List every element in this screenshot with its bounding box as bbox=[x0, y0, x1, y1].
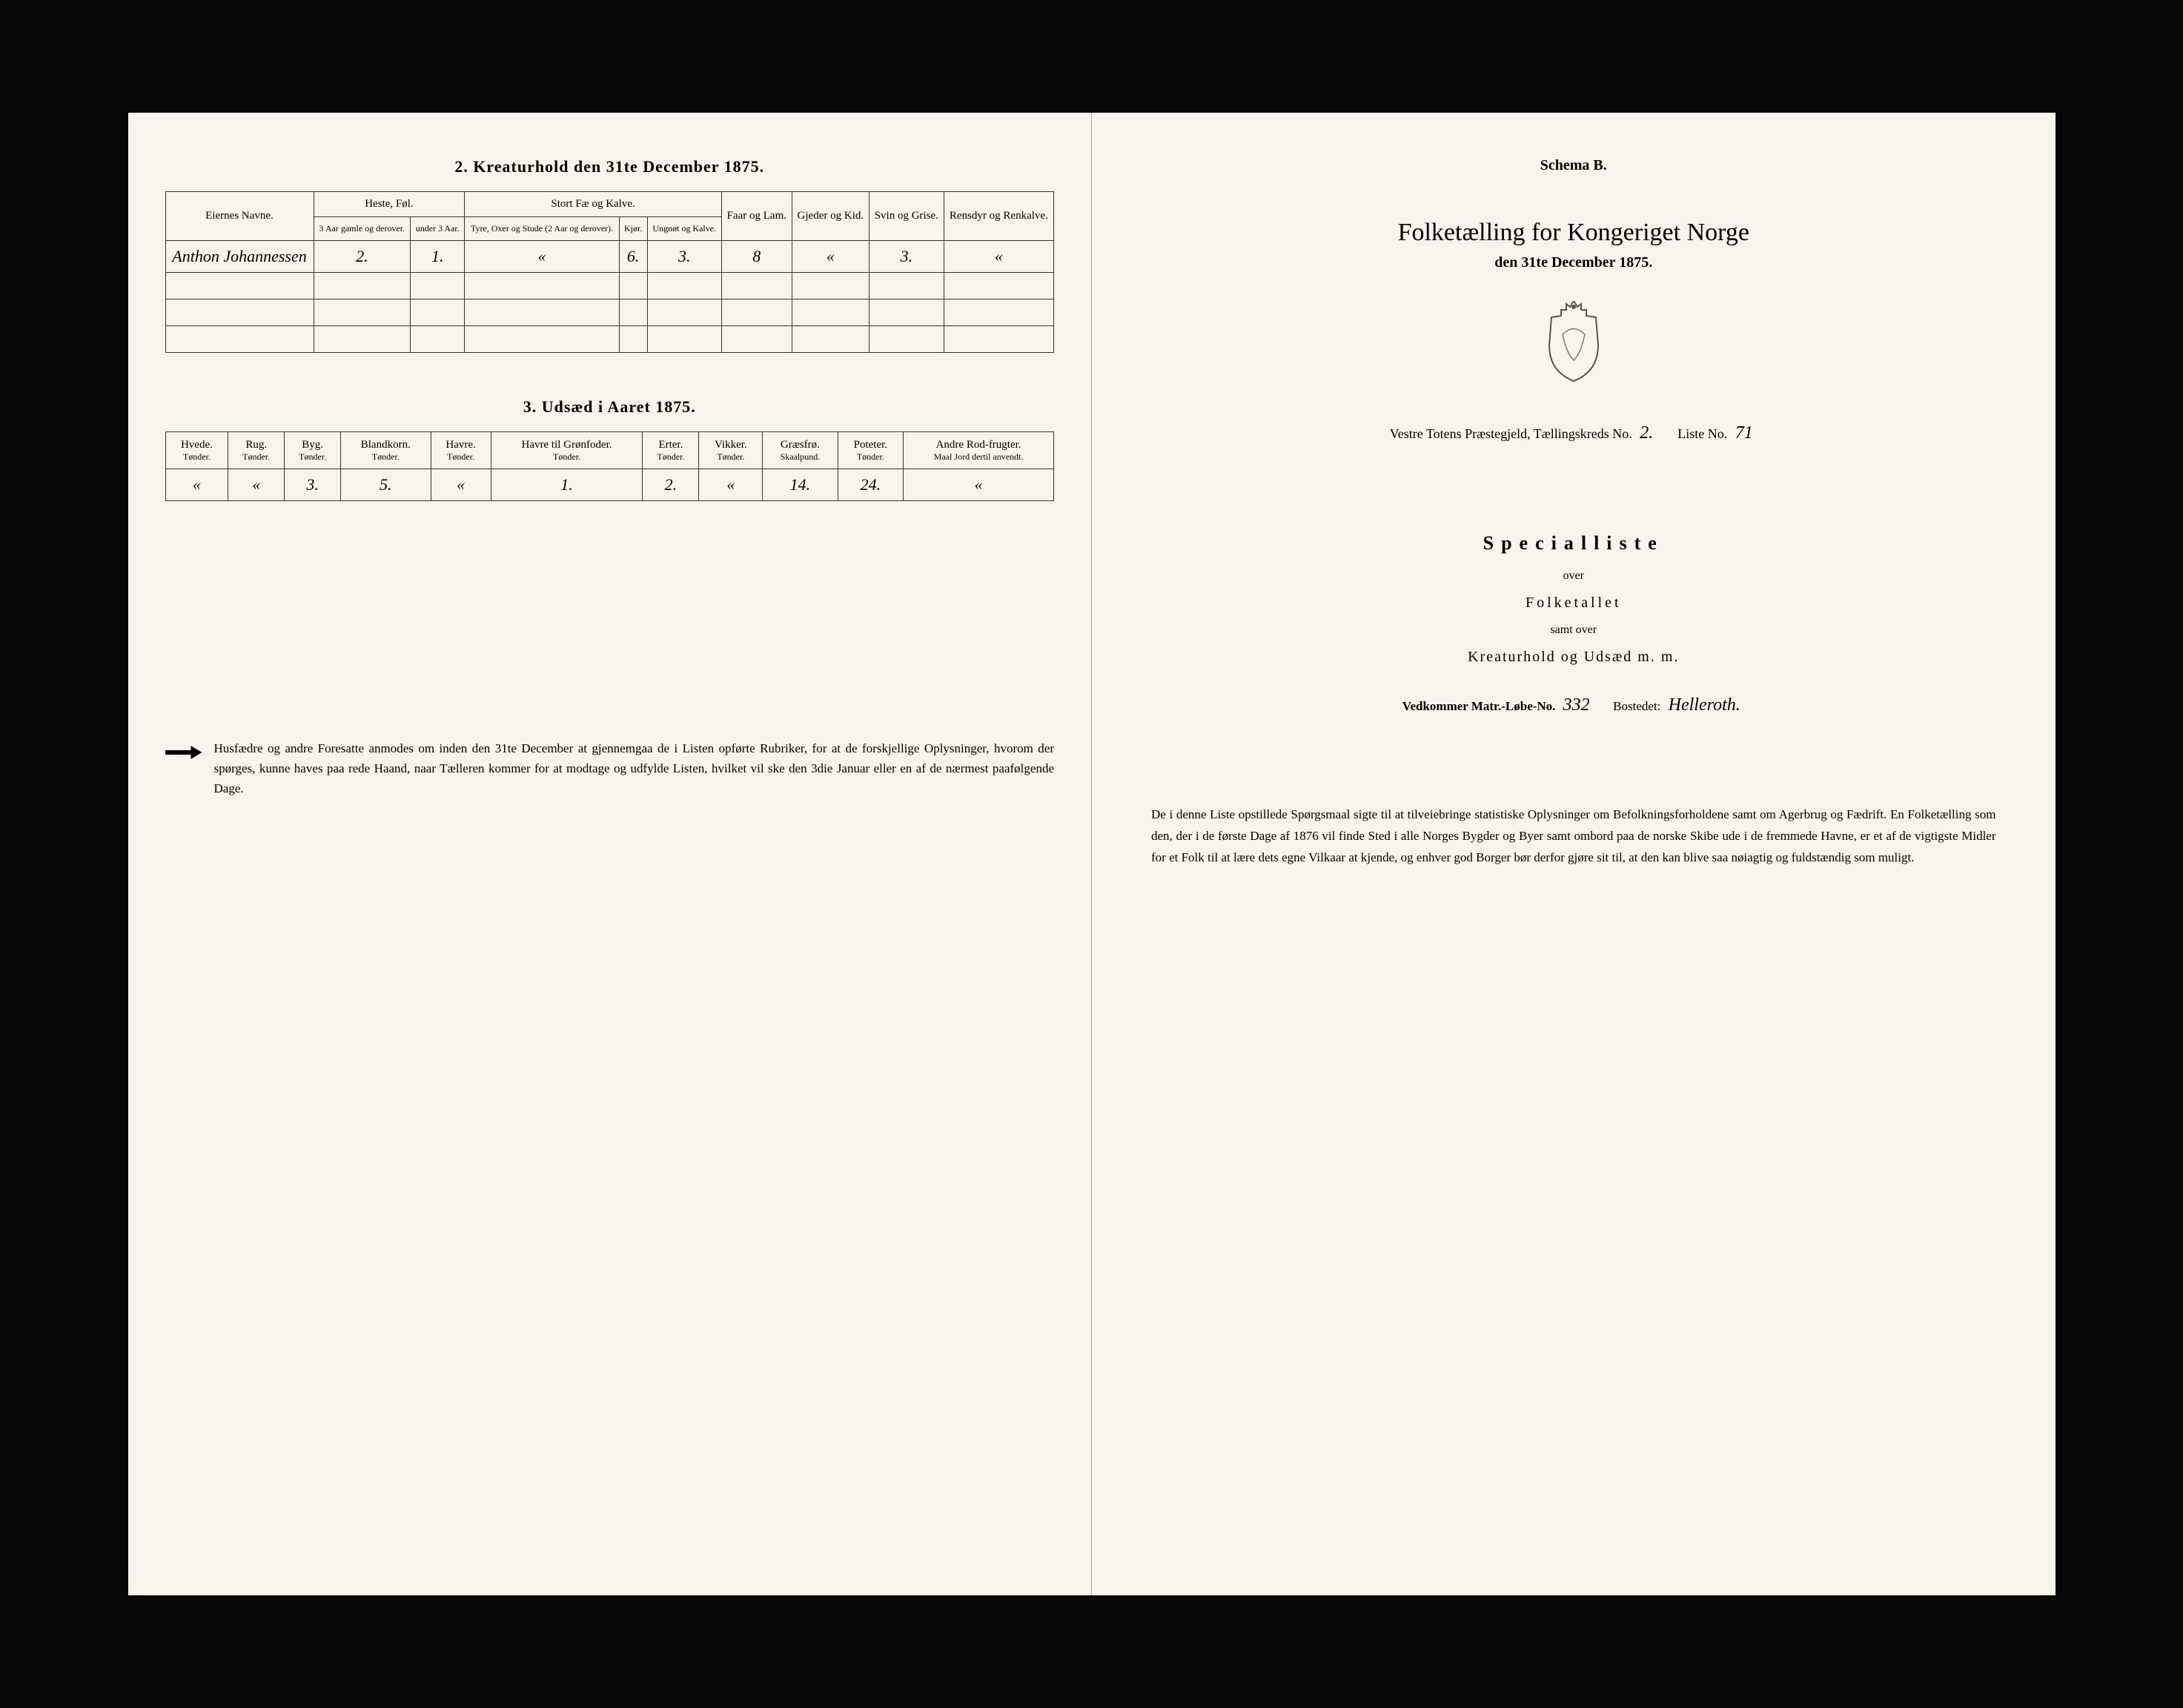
cell: 8 bbox=[721, 241, 792, 273]
th-havre: Havre.Tønder. bbox=[431, 432, 491, 469]
pointing-hand-icon bbox=[165, 741, 202, 764]
main-title: Folketælling for Kongeriget Norge bbox=[1129, 219, 2018, 247]
th-byg: Byg.Tønder. bbox=[285, 432, 341, 469]
left-footnote: Husfædre og andre Foresatte anmodes om i… bbox=[165, 738, 1055, 799]
district-prefix: Vestre Totens Præstegjeld, Tællingskreds… bbox=[1390, 426, 1632, 441]
th-havre-gron: Havre til Grønfoder.Tønder. bbox=[491, 432, 643, 469]
cell: 5. bbox=[341, 469, 431, 501]
th-vikker: Vikker.Tønder. bbox=[699, 432, 763, 469]
section3-title: 3. Udsæd i Aaret 1875. bbox=[165, 397, 1055, 417]
th-graesfro: Græsfrø.Skaalpund. bbox=[763, 432, 838, 469]
bostedet-label: Bostedet: bbox=[1613, 699, 1660, 713]
th-erter: Erter.Tønder. bbox=[643, 432, 699, 469]
th-cattle-1: Tyre, Oxer og Stude (2 Aar og derover). bbox=[465, 217, 619, 241]
liste-prefix: Liste No. bbox=[1677, 426, 1727, 441]
table-udsaed: Hvede.Tønder. Rug.Tønder. Byg.Tønder. Bl… bbox=[165, 431, 1055, 501]
table-kreaturhold: Eiernes Navne. Heste, Føl. Stort Fæ og K… bbox=[165, 191, 1055, 353]
cell: 1. bbox=[491, 469, 643, 501]
cell: 1. bbox=[411, 241, 465, 273]
coat-of-arms-icon bbox=[1129, 301, 2018, 386]
table-row: « « 3. 5. « 1. 2. « 14. 24. « bbox=[165, 469, 1054, 501]
th-cattle: Stort Fæ og Kalve. bbox=[465, 192, 722, 217]
samt-label: samt over bbox=[1129, 623, 2018, 637]
th-sheep: Faar og Lam. bbox=[721, 192, 792, 241]
district-no: 2. bbox=[1635, 423, 1657, 443]
th-pigs: Svin og Grise. bbox=[869, 192, 944, 241]
cell: 2. bbox=[314, 241, 411, 273]
cell: « bbox=[699, 469, 763, 501]
th-cattle-3: Ungnøt og Kalve. bbox=[647, 217, 721, 241]
district-line: Vestre Totens Præstegjeld, Tællingskreds… bbox=[1129, 423, 2018, 443]
footnote-text: Husfædre og andre Foresatte anmodes om i… bbox=[214, 738, 1055, 799]
kreatur-line: Kreaturhold og Udsæd m. m. bbox=[1129, 649, 2018, 666]
cell: 3. bbox=[869, 241, 944, 273]
right-page: Schema B. Folketælling for Kongeriget No… bbox=[1092, 113, 2056, 1595]
cell: « bbox=[228, 469, 285, 501]
th-poteter: Poteter.Tønder. bbox=[838, 432, 904, 469]
th-goats: Gjeder og Kid. bbox=[792, 192, 869, 241]
th-hvede: Hvede.Tønder. bbox=[165, 432, 228, 469]
cell: 2. bbox=[643, 469, 699, 501]
document-scan: 2. Kreaturhold den 31te December 1875. E… bbox=[128, 113, 2056, 1595]
th-horses-1: 3 Aar gamle og derover. bbox=[314, 217, 411, 241]
table-row bbox=[165, 299, 1054, 326]
cell: « bbox=[465, 241, 619, 273]
cell: 24. bbox=[838, 469, 904, 501]
cell: 3. bbox=[285, 469, 341, 501]
th-cattle-2: Kjør. bbox=[619, 217, 647, 241]
cell-owner: Anthon Johannessen bbox=[165, 241, 314, 273]
table-row: Anthon Johannessen 2. 1. « 6. 3. 8 « 3. … bbox=[165, 241, 1054, 273]
cell: « bbox=[904, 469, 1054, 501]
section2-title: 2. Kreaturhold den 31te December 1875. bbox=[165, 157, 1055, 176]
cell: « bbox=[431, 469, 491, 501]
cell: « bbox=[792, 241, 869, 273]
table-row bbox=[165, 273, 1054, 299]
schema-label: Schema B. bbox=[1129, 157, 2018, 174]
vedkommer-line: Vedkommer Matr.-Løbe-No. 332 Bostedet: H… bbox=[1129, 695, 2018, 715]
vedkommer-no: 332 bbox=[1559, 695, 1594, 715]
folketallet-label: Folketallet bbox=[1129, 595, 2018, 612]
right-footnote: De i denne Liste opstillede Spørgsmaal s… bbox=[1129, 804, 2018, 869]
liste-no: 71 bbox=[1731, 423, 1758, 443]
cell: « bbox=[165, 469, 228, 501]
th-andre: Andre Rod-frugter.Maal Jord dertil anven… bbox=[904, 432, 1054, 469]
th-horses: Heste, Føl. bbox=[314, 192, 465, 217]
th-horses-2: under 3 Aar. bbox=[411, 217, 465, 241]
th-reindeer: Rensdyr og Renkalve. bbox=[944, 192, 1053, 241]
th-rug: Rug.Tønder. bbox=[228, 432, 285, 469]
date-subtitle: den 31te December 1875. bbox=[1129, 254, 2018, 271]
th-owner: Eiernes Navne. bbox=[165, 192, 314, 241]
over-label: over bbox=[1129, 569, 2018, 583]
cell: « bbox=[944, 241, 1053, 273]
vedkommer-label: Vedkommer Matr.-Løbe-No. bbox=[1402, 699, 1556, 713]
cell: 14. bbox=[763, 469, 838, 501]
table-row bbox=[165, 326, 1054, 353]
left-page: 2. Kreaturhold den 31te December 1875. E… bbox=[128, 113, 1093, 1595]
specialliste-title: Specialliste bbox=[1129, 532, 2018, 555]
cell: 3. bbox=[647, 241, 721, 273]
th-bland: Blandkorn.Tønder. bbox=[341, 432, 431, 469]
cell: 6. bbox=[619, 241, 647, 273]
bostedet-value: Helleroth. bbox=[1664, 695, 1745, 715]
